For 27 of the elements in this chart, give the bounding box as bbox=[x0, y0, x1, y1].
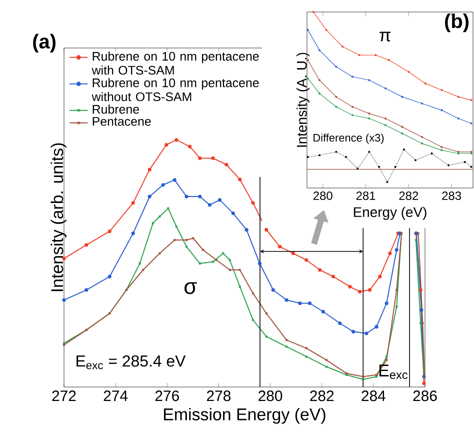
x-tick-label: 278 bbox=[207, 390, 231, 402]
annotation: E$_{exc}$ = 285.4 eV bbox=[76, 355, 186, 370]
x-tick-label: 286 bbox=[413, 390, 437, 402]
legend-label: Rubrene bbox=[92, 104, 140, 114]
chart-title: (a) bbox=[33, 34, 56, 53]
x-tick-label: 274 bbox=[104, 390, 128, 401]
annotation: Difference (x3) bbox=[314, 134, 384, 144]
x-tick-label: 284 bbox=[362, 390, 386, 402]
x-tick-label: 283 bbox=[442, 192, 462, 200]
x-tick-label: 276 bbox=[155, 390, 179, 402]
x-tick-label: 281 bbox=[356, 192, 376, 200]
ref-line-label: E$_{exc}$ bbox=[379, 364, 408, 380]
x-tick-label: 280 bbox=[258, 390, 282, 402]
y-axis-title: Intensity (arb. units) bbox=[50, 143, 66, 292]
annotation: π bbox=[380, 32, 390, 42]
legend-label: Pentacene bbox=[92, 117, 151, 126]
annotation: σ bbox=[184, 282, 197, 294]
y-axis-title: Intensity (A. U.) bbox=[296, 52, 310, 147]
chart-title: (b) bbox=[445, 14, 468, 32]
x-tick-label: 282 bbox=[310, 390, 334, 402]
x-axis-title: Emission Energy (eV) bbox=[164, 408, 326, 424]
legend-label: Rubrene on 10 nm pentacene without OTS-SAM bbox=[92, 78, 259, 102]
x-axis-title: Energy (eV) bbox=[354, 206, 426, 220]
x-tick-label: 272 bbox=[52, 390, 76, 401]
x-tick-label: 280 bbox=[313, 192, 332, 200]
x-tick-label: 282 bbox=[399, 192, 418, 200]
legend-label: Rubrene on 10 nm pentacene with OTS-SAM bbox=[92, 52, 259, 75]
